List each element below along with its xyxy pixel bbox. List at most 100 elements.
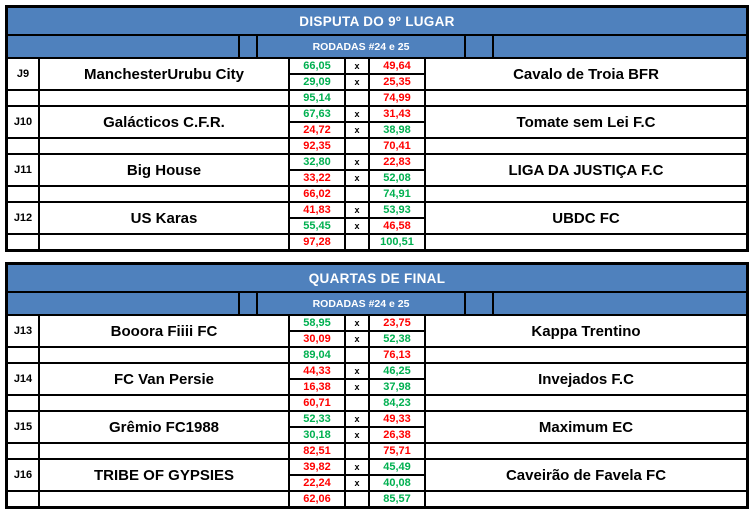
bracket-title: DISPUTA DO 9º LUGAR xyxy=(8,8,746,34)
away-team-name: Kappa Trentino xyxy=(426,316,746,346)
away-score: 52,38 xyxy=(370,332,424,346)
empty-cell xyxy=(40,492,288,506)
home-team-name: Grêmio FC1988 xyxy=(40,412,288,442)
home-score: 22,24 xyxy=(290,476,344,490)
away-total: 74,91 xyxy=(370,187,424,201)
home-team-name: FC Van Persie xyxy=(40,364,288,394)
empty-cell xyxy=(8,444,38,458)
empty-cell xyxy=(8,492,38,506)
empty-cell xyxy=(426,91,746,105)
home-team-name: US Karas xyxy=(40,203,288,233)
empty-cell xyxy=(426,396,746,410)
home-team-name: Booora Fiiii FC xyxy=(40,316,288,346)
home-score: 30,18 xyxy=(290,428,344,442)
header-spacer-right xyxy=(494,293,746,314)
x-separator: x xyxy=(346,219,368,233)
matches-grid-quarterfinals: J13 Booora Fiiii FC 58,95 x 23,75 30,09 x 52,38… xyxy=(8,316,746,506)
match-id: J11 xyxy=(8,155,38,185)
home-score: 32,80 xyxy=(290,155,344,169)
away-score: 53,93 xyxy=(370,203,424,217)
x-separator: x xyxy=(346,412,368,426)
matches-grid-ninth-place: J9 ManchesterUrubu City 66,05 x 49,64 29,09 x 2… xyxy=(8,59,746,249)
away-score: 46,58 xyxy=(370,219,424,233)
away-total: 76,13 xyxy=(370,348,424,362)
home-score: 30,09 xyxy=(290,332,344,346)
header-spacer-left xyxy=(8,293,238,314)
rounds-label: RODADAS #24 e 25 xyxy=(258,293,464,314)
away-team-name: Invejados F.C xyxy=(426,364,746,394)
away-team-name: Maximum EC xyxy=(426,412,746,442)
bracket-quarterfinals: QUARTAS DE FINAL RODADAS #24 e 25 J13 Boo… xyxy=(5,262,749,509)
empty-cell xyxy=(8,396,38,410)
rounds-label: RODADAS #24 e 25 xyxy=(258,36,464,57)
match-id: J13 xyxy=(8,316,38,346)
x-separator: x xyxy=(346,107,368,121)
empty-cell xyxy=(8,235,38,249)
match-id: J16 xyxy=(8,460,38,490)
home-score: 44,33 xyxy=(290,364,344,378)
empty-cell xyxy=(8,91,38,105)
home-score: 16,38 xyxy=(290,380,344,394)
empty-cell xyxy=(426,348,746,362)
x-separator: x xyxy=(346,332,368,346)
rounds-header-row: RODADAS #24 e 25 xyxy=(8,36,746,57)
x-separator: x xyxy=(346,476,368,490)
x-separator: x xyxy=(346,428,368,442)
header-spacer-right xyxy=(494,36,746,57)
away-team-name: Caveirão de Favela FC xyxy=(426,460,746,490)
empty-cell xyxy=(346,348,368,362)
empty-cell xyxy=(346,235,368,249)
empty-cell xyxy=(346,444,368,458)
home-total: 82,51 xyxy=(290,444,344,458)
empty-cell xyxy=(346,187,368,201)
home-score: 66,05 xyxy=(290,59,344,73)
away-score: 52,08 xyxy=(370,171,424,185)
empty-cell xyxy=(8,187,38,201)
x-separator: x xyxy=(346,123,368,137)
match-id: J9 xyxy=(8,59,38,89)
empty-cell xyxy=(40,139,288,153)
empty-cell xyxy=(346,139,368,153)
empty-cell xyxy=(346,492,368,506)
x-separator: x xyxy=(346,171,368,185)
match-id: J10 xyxy=(8,107,38,137)
x-separator: x xyxy=(346,460,368,474)
away-team-name: UBDC FC xyxy=(426,203,746,233)
away-total: 70,41 xyxy=(370,139,424,153)
home-team-name: Big House xyxy=(40,155,288,185)
away-total: 84,23 xyxy=(370,396,424,410)
away-score: 49,64 xyxy=(370,59,424,73)
header-spacer-left xyxy=(8,36,238,57)
x-separator: x xyxy=(346,364,368,378)
x-separator: x xyxy=(346,203,368,217)
x-separator: x xyxy=(346,59,368,73)
home-total: 92,35 xyxy=(290,139,344,153)
home-score: 33,22 xyxy=(290,171,344,185)
home-score: 55,45 xyxy=(290,219,344,233)
home-score: 58,95 xyxy=(290,316,344,330)
match-id: J14 xyxy=(8,364,38,394)
home-score: 67,63 xyxy=(290,107,344,121)
home-team-name: ManchesterUrubu City xyxy=(40,59,288,89)
away-total: 74,99 xyxy=(370,91,424,105)
header-spacer-small-right xyxy=(466,36,492,57)
away-score: 45,49 xyxy=(370,460,424,474)
empty-cell xyxy=(40,187,288,201)
bracket-ninth-place: DISPUTA DO 9º LUGAR RODADAS #24 e 25 J9 M… xyxy=(5,5,749,252)
empty-cell xyxy=(40,91,288,105)
header-spacer-small-right xyxy=(466,293,492,314)
away-total: 85,57 xyxy=(370,492,424,506)
empty-cell xyxy=(426,444,746,458)
empty-cell xyxy=(40,348,288,362)
x-separator: x xyxy=(346,316,368,330)
rounds-header-row: RODADAS #24 e 25 xyxy=(8,293,746,314)
home-total: 62,06 xyxy=(290,492,344,506)
match-id: J12 xyxy=(8,203,38,233)
empty-cell xyxy=(426,187,746,201)
empty-cell xyxy=(40,396,288,410)
home-score: 41,83 xyxy=(290,203,344,217)
header-spacer-small-left xyxy=(240,293,256,314)
away-score: 26,38 xyxy=(370,428,424,442)
home-total: 97,28 xyxy=(290,235,344,249)
